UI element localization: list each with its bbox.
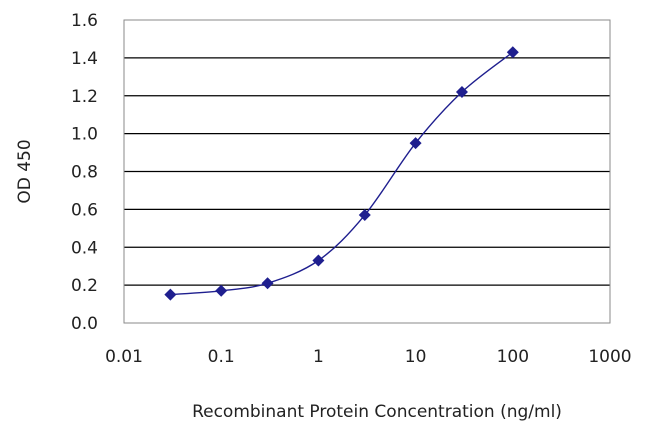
x-tick-label: 0.01 — [105, 347, 143, 367]
data-point — [312, 254, 325, 267]
data-point — [164, 288, 177, 301]
data-point — [455, 85, 468, 98]
data-point — [215, 284, 228, 297]
y-axis-title: OD 450 — [15, 139, 35, 203]
y-tick-label: 1.6 — [71, 11, 98, 31]
data-points — [164, 46, 519, 301]
data-point — [409, 137, 422, 150]
y-tick-label: 1.0 — [71, 125, 98, 145]
y-tick-label: 0.0 — [71, 314, 98, 334]
x-axis-ticks: 0.01 0.1 1 10 100 1000 — [105, 347, 632, 367]
x-tick-label: 1000 — [588, 347, 631, 367]
y-tick-label: 0.4 — [71, 238, 98, 258]
x-tick-label: 1 — [313, 347, 324, 367]
data-point — [261, 277, 274, 290]
data-point — [358, 209, 371, 222]
x-tick-label: 0.1 — [208, 347, 235, 367]
y-tick-label: 0.2 — [71, 276, 98, 296]
y-tick-label: 0.6 — [71, 200, 98, 220]
data-point — [506, 46, 519, 59]
y-axis-ticks: 0.0 0.2 0.4 0.6 0.8 1.0 1.2 1.4 1.6 — [71, 11, 98, 334]
x-tick-label: 100 — [497, 347, 529, 367]
y-tick-label: 1.2 — [71, 87, 98, 107]
x-tick-label: 10 — [405, 347, 427, 367]
grid-lines — [124, 57, 610, 286]
x-axis-title: Recombinant Protein Concentration (ng/ml… — [192, 402, 562, 422]
y-tick-label: 1.4 — [71, 49, 98, 69]
plot-frame — [123, 19, 611, 324]
y-tick-label: 0.8 — [71, 163, 98, 183]
